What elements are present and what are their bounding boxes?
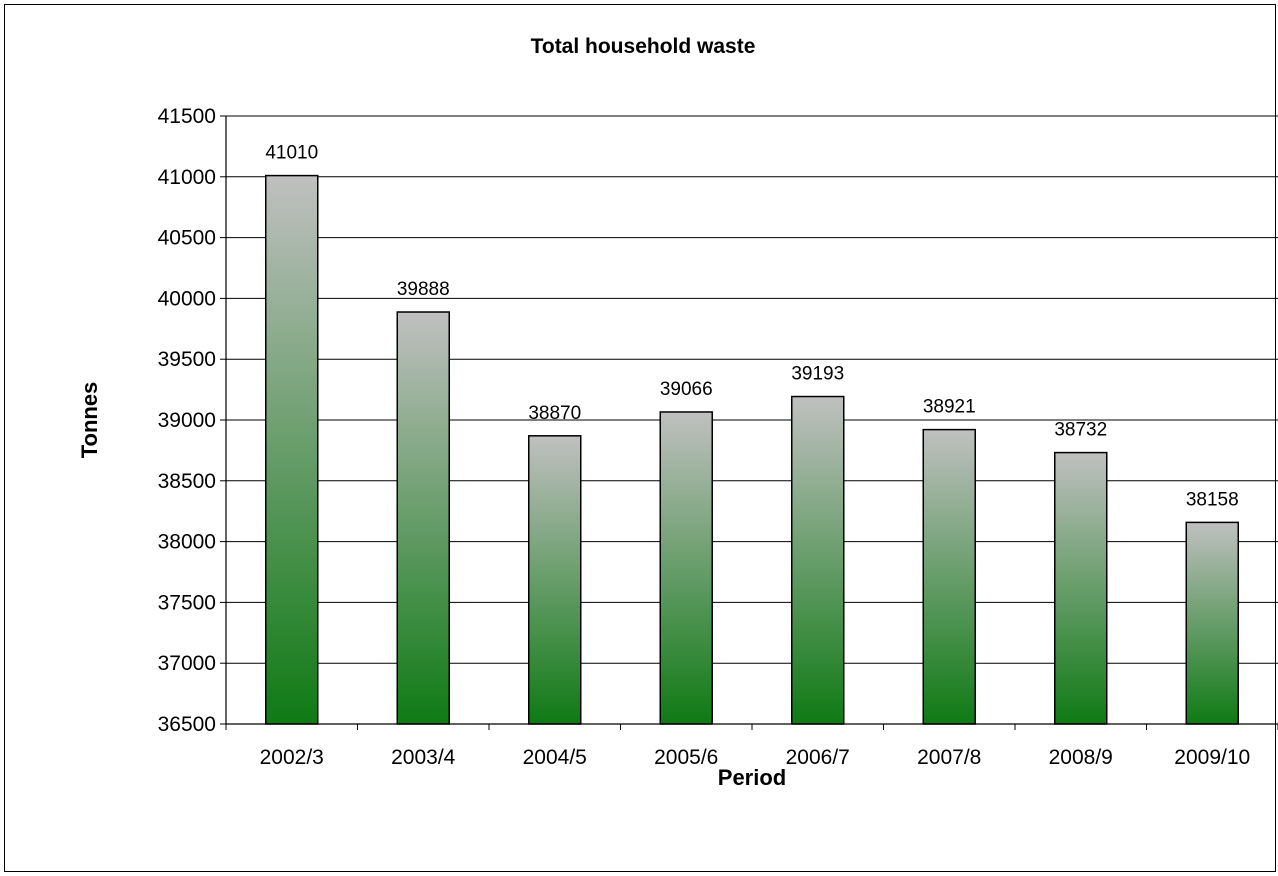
bar (529, 436, 581, 724)
y-tick-label: 41500 (158, 105, 216, 128)
data-label: 38732 (1054, 420, 1107, 441)
bar (397, 312, 449, 724)
y-tick-label: 41000 (158, 166, 216, 189)
data-label: 39888 (397, 279, 450, 300)
y-axis-title: Tonnes (77, 382, 102, 459)
x-tick-label: 2004/5 (523, 746, 587, 769)
data-label: 39193 (791, 364, 844, 385)
x-tick-label: 2005/6 (654, 746, 718, 769)
y-tick-label: 36500 (158, 713, 216, 736)
data-label: 41010 (265, 143, 318, 164)
data-label: 39066 (660, 379, 713, 400)
data-label: 38921 (923, 397, 976, 418)
y-tick-label: 40000 (158, 287, 216, 310)
bar (923, 430, 975, 724)
x-tick-label: 2009/10 (1174, 746, 1250, 769)
x-tick-label: 2002/3 (260, 746, 324, 769)
y-tick-label: 38500 (158, 470, 216, 493)
data-label: 38870 (528, 403, 581, 424)
y-tick-label: 39000 (158, 409, 216, 432)
bars (266, 176, 1239, 724)
data-label: 38158 (1186, 489, 1239, 510)
y-tick-label: 38000 (158, 531, 216, 554)
x-tick-label: 2003/4 (391, 746, 456, 769)
bar (1055, 453, 1107, 724)
bar (792, 397, 844, 724)
x-tick-label: 2008/9 (1049, 746, 1113, 769)
chart-title: Total household waste (531, 35, 756, 58)
axes (220, 116, 1278, 730)
bar (1186, 522, 1238, 724)
gridlines (226, 116, 1278, 663)
bar (660, 412, 712, 724)
y-tick-label: 40500 (158, 227, 216, 250)
x-tick-label: 2007/8 (917, 746, 981, 769)
x-tick-label: 2006/7 (786, 746, 850, 769)
y-tick-label: 37500 (158, 591, 216, 614)
y-tick-label: 39500 (158, 348, 216, 371)
y-tick-label: 37000 (158, 652, 216, 675)
x-axis-title: Period (718, 765, 786, 790)
bar (266, 176, 318, 724)
